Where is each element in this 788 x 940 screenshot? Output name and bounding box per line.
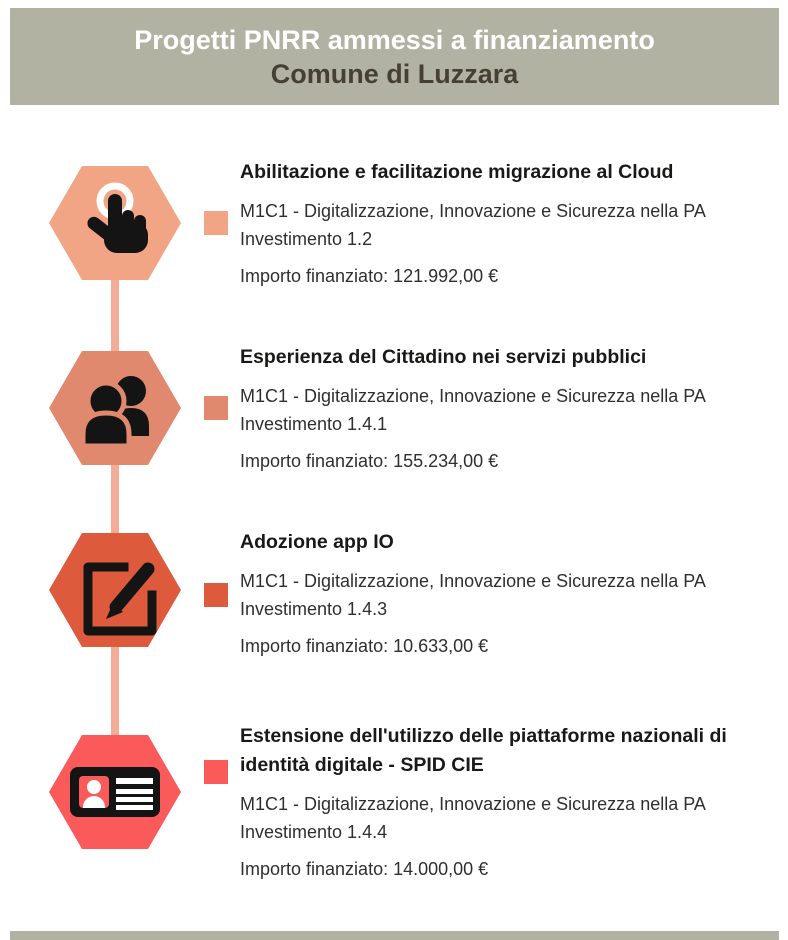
project-mission: M1C1 - Digitalizzazione, Innovazione e S… — [240, 386, 706, 406]
page-subtitle: Comune di Luzzara — [270, 58, 519, 89]
project-mission: M1C1 - Digitalizzazione, Innovazione e S… — [240, 571, 706, 591]
project-amount: Importo finanziato: 10.633,00 € — [240, 636, 489, 656]
page-title: Progetti PNRR ammessi a finanziamento — [134, 24, 655, 55]
connector-square-2 — [204, 396, 228, 420]
people-icon — [80, 376, 149, 449]
connector-square-4 — [204, 760, 228, 784]
project-entry: Abilitazione e facilitazione migrazione … — [240, 158, 755, 290]
project-investment: Investimento 1.4.1 — [240, 414, 388, 434]
project-investment: Investimento 1.4.3 — [240, 599, 388, 619]
tap-icon — [87, 182, 148, 253]
hexagon-item-3 — [49, 533, 181, 647]
project-title: Esperienza del Cittadino nei servizi pub… — [240, 346, 647, 368]
hexagon-item-4 — [49, 735, 181, 849]
project-entry: Esperienza del Cittadino nei servizi pub… — [240, 343, 755, 475]
project-investment: Investimento 1.2 — [240, 229, 373, 249]
project-amount: Importo finanziato: 155.234,00 € — [240, 451, 499, 471]
project-entry: Adozione app IO M1C1 - Digitalizzazione,… — [240, 528, 755, 660]
project-entry: Estensione dell'utilizzo delle piattafor… — [240, 722, 755, 883]
hexagon-item-1 — [49, 166, 181, 280]
header-band: Progetti PNRR ammessi a finanziamento Co… — [10, 8, 779, 105]
project-mission: M1C1 - Digitalizzazione, Innovazione e S… — [240, 201, 706, 221]
timeline-connector-line — [111, 223, 119, 792]
edit-icon — [83, 562, 157, 636]
hexagon-item-2 — [49, 351, 181, 465]
project-title: Abilitazione e facilitazione migrazione … — [240, 161, 674, 183]
project-amount: Importo finanziato: 14.000,00 € — [240, 859, 489, 879]
id-card-icon — [70, 767, 160, 817]
connector-square-3 — [204, 583, 228, 607]
connector-square-1 — [204, 211, 228, 235]
footer-band — [10, 931, 779, 940]
project-amount: Importo finanziato: 121.992,00 € — [240, 266, 499, 286]
project-title: Adozione app IO — [240, 531, 394, 553]
project-title: Estensione dell'utilizzo delle piattafor… — [240, 725, 727, 776]
project-investment: Investimento 1.4.4 — [240, 822, 388, 842]
project-mission: M1C1 - Digitalizzazione, Innovazione e S… — [240, 794, 706, 814]
